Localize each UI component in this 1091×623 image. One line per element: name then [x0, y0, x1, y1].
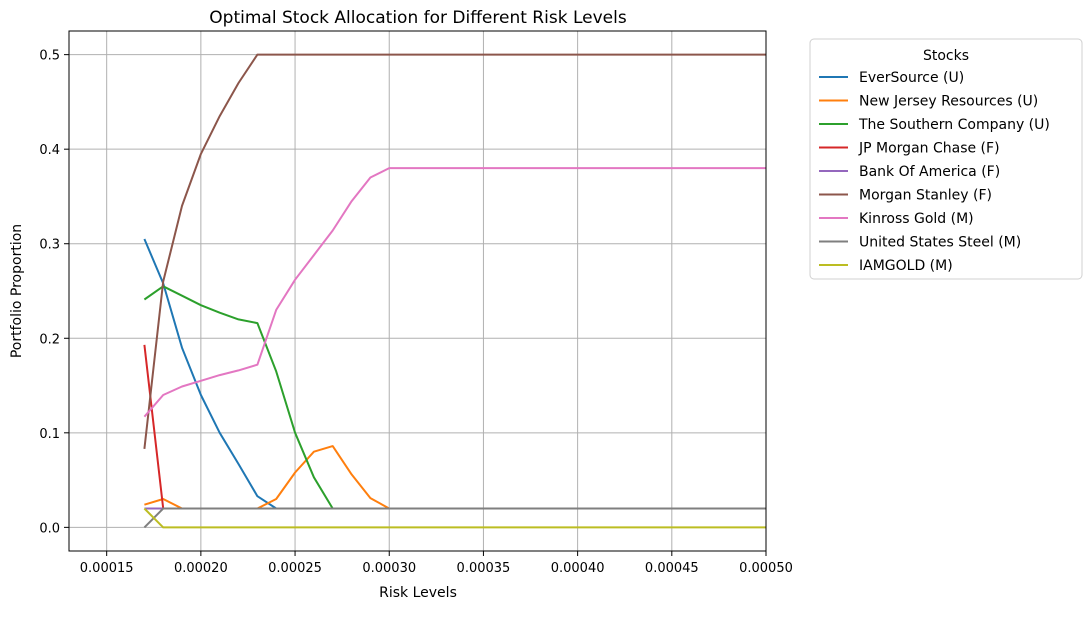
series-line-3 — [143, 344, 766, 510]
legend-label: United States Steel (M) — [859, 235, 1021, 251]
legend-frame — [809, 38, 1083, 280]
y-axis-ticks: 0.0 0.1 0.2 0.3 0.4 0.5 — [39, 49, 69, 536]
series-line-8 — [143, 507, 766, 529]
series-layer — [143, 53, 766, 529]
legend-label: Morgan Stanley (F) — [859, 188, 992, 204]
legend-label: JP Morgan Chase (F) — [858, 141, 1000, 157]
series-line-1 — [144, 445, 766, 510]
legend-label: Bank Of America (F) — [859, 164, 1000, 180]
legend: Stocks EverSource (U) New Jersey Resource… — [809, 38, 1083, 280]
series-line-7 — [143, 507, 766, 529]
series-line-5 — [143, 53, 766, 450]
x-tick-label: 0.00015 — [80, 561, 134, 576]
legend-title: Stocks — [923, 48, 969, 64]
x-tick-label: 0.00035 — [457, 561, 511, 576]
x-tick-label: 0.00040 — [551, 561, 605, 576]
x-axis-label: Risk Levels — [379, 585, 457, 601]
x-tick-label: 0.00025 — [268, 561, 322, 576]
y-tick-label: 0.3 — [39, 238, 60, 253]
series-line-6 — [143, 167, 766, 418]
legend-label: New Jersey Resources (U) — [859, 94, 1038, 110]
chart-title: Optimal Stock Allocation for Different R… — [209, 8, 627, 28]
legend-label: The Southern Company (U) — [858, 117, 1050, 133]
x-tick-label: 0.00050 — [739, 561, 793, 576]
x-tick-label: 0.00020 — [174, 561, 228, 576]
legend-label: IAMGOLD (M) — [859, 258, 953, 274]
y-tick-label: 0.5 — [39, 49, 60, 64]
series-line-2 — [143, 285, 766, 510]
y-tick-label: 0.1 — [39, 427, 60, 442]
plot-frame — [68, 30, 767, 552]
series-line-0 — [143, 238, 766, 510]
x-axis-ticks: 0.00015 0.00020 0.00025 0.00030 0.00035 0.000… — [80, 551, 793, 576]
y-tick-label: 0.2 — [39, 332, 60, 347]
x-tick-label: 0.00045 — [645, 561, 699, 576]
legend-entries: EverSource (U) New Jersey Resources (U) Th… — [819, 70, 1050, 274]
y-tick-label: 0.0 — [39, 521, 60, 536]
x-tick-label: 0.00030 — [362, 561, 416, 576]
y-axis-label: Portfolio Proportion — [9, 224, 25, 358]
y-tick-label: 0.4 — [39, 143, 60, 158]
legend-label: Kinross Gold (M) — [859, 211, 974, 227]
legend-label: EverSource (U) — [859, 70, 964, 86]
